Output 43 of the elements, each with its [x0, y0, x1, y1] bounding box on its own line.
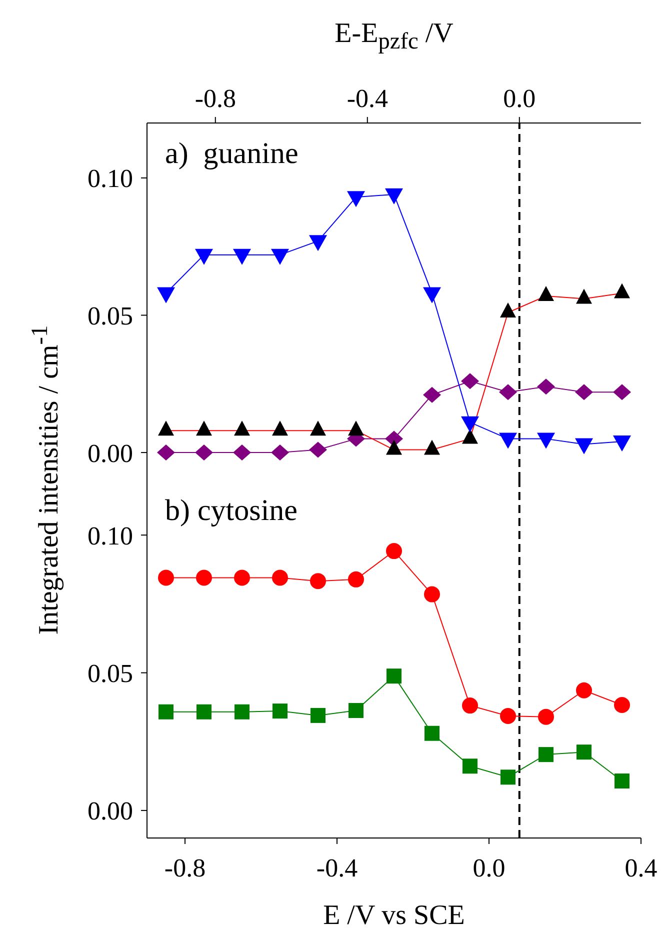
point [538, 747, 554, 762]
y-tick-label: 0.00 [88, 438, 133, 468]
point [310, 573, 326, 590]
y-tick-label: 0.10 [88, 164, 133, 194]
point [234, 570, 250, 586]
y-tick-label: 0.05 [88, 301, 133, 330]
point [576, 744, 592, 760]
point [158, 704, 174, 720]
x2-tick-label: -0.8 [194, 84, 236, 113]
point [462, 698, 478, 714]
point [234, 704, 250, 720]
point [500, 770, 516, 785]
point [500, 708, 516, 724]
point [196, 570, 212, 586]
x2-axis-title: E-E$_{pzfc}$ /V [334, 18, 454, 56]
point [462, 758, 478, 774]
annotation: b) cytosine [165, 494, 298, 528]
point [158, 570, 174, 586]
x-tick-label: 0.4 [624, 853, 658, 882]
point [424, 726, 440, 741]
x2-tick-label: 0.0 [503, 84, 536, 113]
y-tick-label: 0.05 [88, 659, 133, 688]
point [386, 668, 402, 684]
point [424, 586, 440, 602]
point [614, 696, 630, 713]
x2-tick-label: -0.4 [346, 84, 388, 113]
point [196, 704, 212, 720]
point [614, 773, 630, 788]
x-axis-title: E /V vs SCE [322, 900, 466, 932]
x-tick-label: -0.8 [164, 853, 206, 882]
point [348, 571, 364, 588]
point [272, 570, 288, 586]
point [310, 708, 326, 723]
point [538, 708, 554, 725]
point [576, 682, 592, 698]
point [272, 704, 288, 719]
annotation: a) guanine [165, 137, 298, 171]
x-tick-label: 0.0 [472, 853, 506, 882]
x-tick-label: -0.4 [316, 853, 358, 882]
point [348, 702, 364, 718]
y-tick-label: 0.00 [88, 796, 133, 826]
y-tick-label: 0.10 [88, 521, 133, 550]
point [386, 543, 402, 560]
